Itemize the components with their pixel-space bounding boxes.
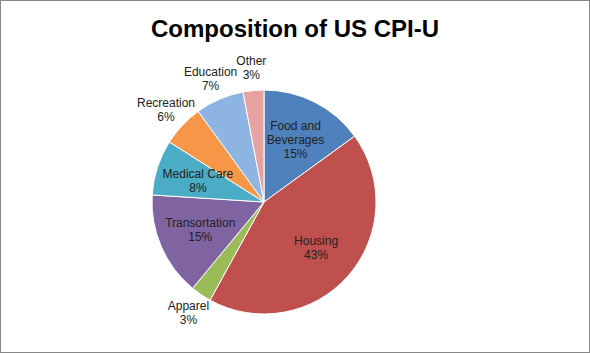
svg-text:Other3%: Other3% [236,54,266,82]
svg-text:Housing43%: Housing43% [294,234,338,262]
svg-text:Apparel3%: Apparel3% [168,299,209,327]
svg-text:Recreation6%: Recreation6% [137,96,195,124]
html-text:Composition of US CPI-U: Composition of US CPI-U [151,15,439,42]
svg-text:Medical Care8%: Medical Care8% [163,167,234,195]
svg-text:Food andBeverages15%: Food andBeverages15% [267,119,324,161]
svg-text:Education7%: Education7% [184,65,237,93]
svg-text:Transortation15%: Transortation15% [165,216,235,244]
